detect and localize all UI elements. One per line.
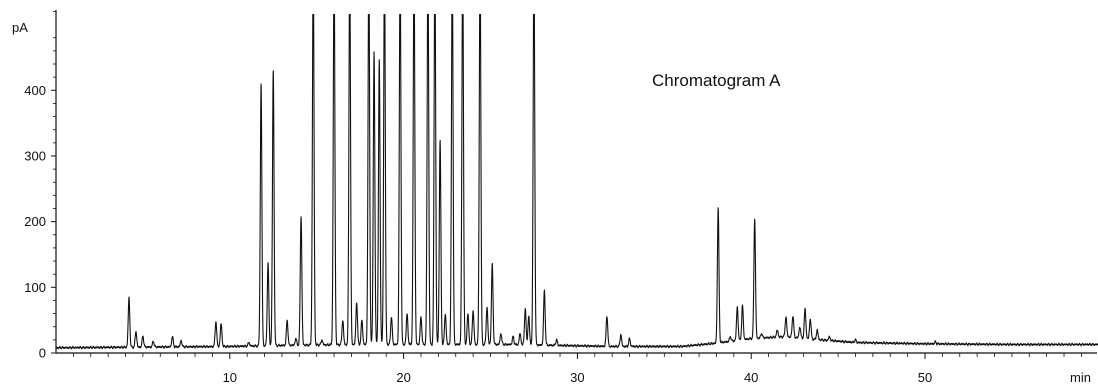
x-tick-label: 10 bbox=[223, 370, 237, 385]
x-tick-label: 50 bbox=[918, 370, 932, 385]
x-tick-label: 40 bbox=[744, 370, 758, 385]
chromatogram-annotation: Chromatogram A bbox=[652, 71, 781, 90]
y-tick-label: 200 bbox=[24, 214, 46, 229]
x-tick-label: 20 bbox=[396, 370, 410, 385]
x-tick-label: 30 bbox=[570, 370, 584, 385]
y-tick-label: 400 bbox=[24, 83, 46, 98]
signal-trace bbox=[56, 14, 1098, 350]
x-axis-unit-label: min bbox=[1070, 370, 1091, 385]
plot-area bbox=[56, 14, 1098, 350]
y-tick-label: 0 bbox=[39, 346, 46, 361]
y-ticks: 0 100 200 300 400 bbox=[24, 11, 56, 361]
axes: 0 100 200 300 400 10 20 30 40 50 bbox=[24, 10, 1097, 385]
x-ticks: 10 20 30 40 50 bbox=[72, 353, 1082, 385]
y-axis-unit-label: pA bbox=[12, 20, 28, 35]
y-tick-label: 300 bbox=[24, 148, 46, 163]
y-tick-label: 100 bbox=[24, 280, 46, 295]
